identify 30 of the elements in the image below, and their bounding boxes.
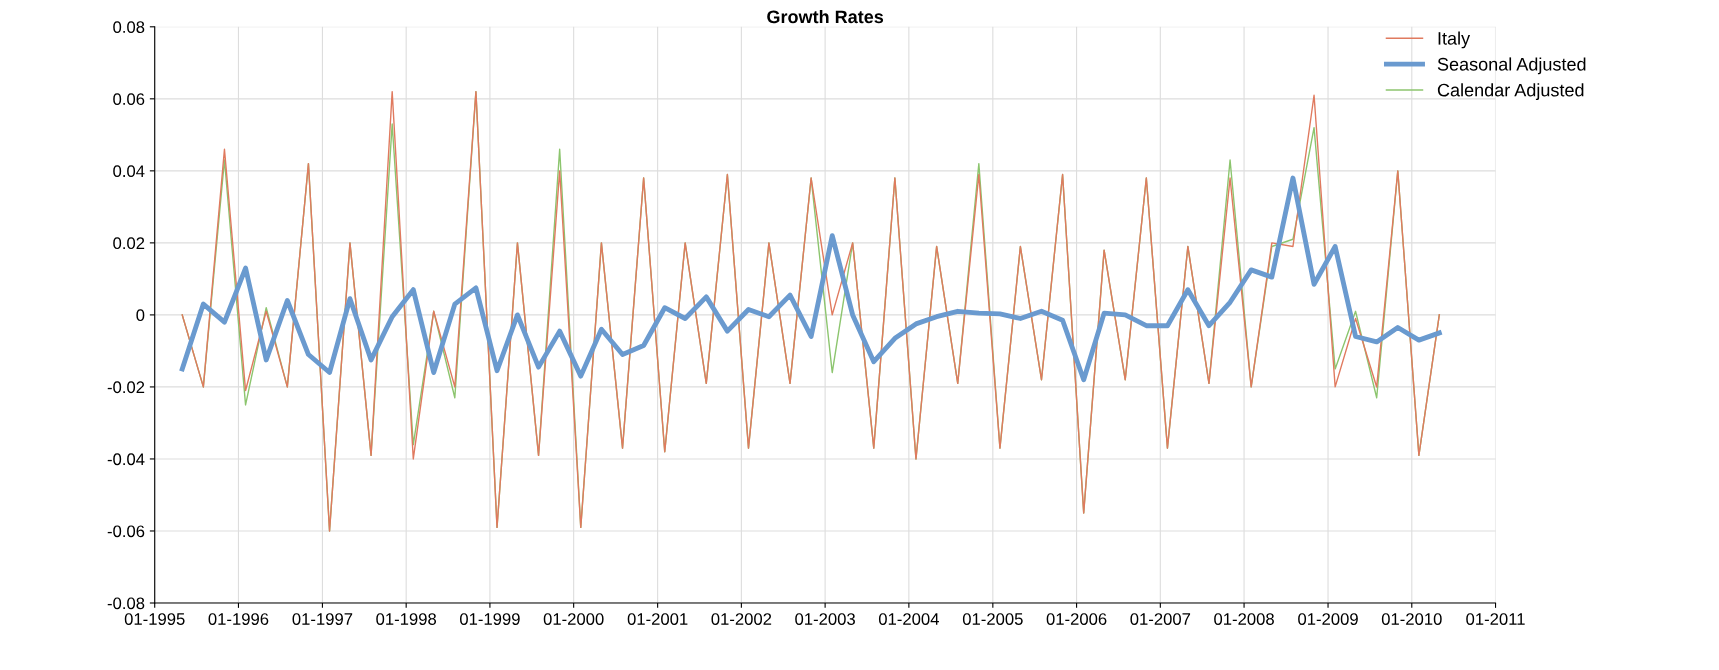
y-tick-label: 0.02 <box>113 237 145 250</box>
y-tick-label: 0.04 <box>113 165 145 178</box>
y-tick-label: 0.08 <box>113 21 145 33</box>
x-tick-label: 01-2010 <box>1381 613 1442 625</box>
y-tick-label: -0.06 <box>107 525 145 538</box>
x-tick-label: 01-1998 <box>376 613 437 625</box>
x-tick-label: 01-2001 <box>627 613 688 625</box>
x-tick-label: 01-2003 <box>795 613 855 625</box>
x-tick-label: 01-1995 <box>124 613 185 625</box>
x-tick-label: 01-1997 <box>292 613 353 625</box>
legend-label: Italy <box>1438 31 1471 49</box>
x-tick-label: 01-1996 <box>208 613 269 625</box>
legend-label: Calendar Adjusted <box>1437 83 1584 101</box>
x-tick-label: 01-2002 <box>711 613 772 625</box>
x-tick-label: 01-2007 <box>1130 613 1191 625</box>
y-tick-label: -0.08 <box>107 597 145 610</box>
y-tick-label: 0.06 <box>113 93 145 106</box>
y-tick-label: -0.02 <box>107 381 145 394</box>
x-tick-label: 01-2000 <box>543 613 604 625</box>
x-tick-label: 01-2005 <box>962 613 1023 625</box>
x-tick-label: 01-2009 <box>1298 613 1358 625</box>
y-tick-label: -0.04 <box>107 453 145 466</box>
x-tick-label: 01-2008 <box>1214 613 1274 625</box>
x-tick-label: 01-2004 <box>878 613 939 625</box>
x-tick-label: 01-1999 <box>459 613 520 625</box>
chart-title: Growth Rates <box>767 9 884 24</box>
y-tick-label: 0 <box>136 309 145 322</box>
x-tick-label: 01-2006 <box>1046 613 1107 625</box>
x-tick-label: 01-2011 <box>1466 613 1525 625</box>
legend-label: Seasonal Adjusted <box>1437 57 1586 75</box>
